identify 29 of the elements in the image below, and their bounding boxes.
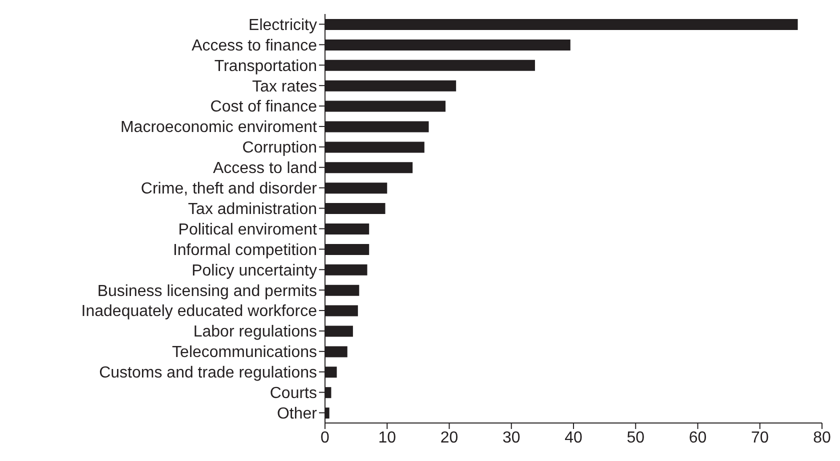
y-tick-label: Telecommunications [172, 344, 317, 362]
x-tick-label: 20 [440, 429, 458, 446]
y-tick-label: Cost of finance [210, 98, 318, 116]
y-tick-label: Electricity [248, 16, 317, 34]
y-tick-label: Inadequately educated workforce [81, 303, 318, 320]
y-tick-label: Macroeconomic enviroment [120, 119, 318, 136]
y-tick-label: Policy uncertainty [192, 262, 317, 280]
y-tick-label: Corruption [242, 140, 317, 157]
y-tick-label: Courts [270, 385, 317, 402]
y-tick-label: Tax rates [252, 78, 317, 96]
y-tick-label: Access to finance [192, 37, 318, 54]
x-tick-label: 70 [750, 429, 769, 446]
y-tick-label: Other [276, 405, 318, 422]
y-tick-label: Labor regulations [193, 324, 317, 341]
y-tick-label: Customs and trade regulations [99, 364, 317, 382]
x-tick-label: 50 [626, 429, 645, 446]
y-tick-label: Crime, theft and disorder [140, 180, 318, 198]
y-tick-label: Political enviroment [178, 221, 318, 238]
y-tick-label: Informal competition [172, 242, 317, 259]
x-tick-label: 80 [813, 429, 831, 446]
y-tick-label: Transportation [214, 58, 317, 75]
x-tick-label: 40 [564, 429, 582, 446]
y-tick-label: Business licensing and permits [97, 282, 317, 300]
x-tick-label: 0 [320, 429, 330, 446]
x-tick-label: 30 [502, 429, 520, 446]
y-tick-label: Tax administration [188, 200, 317, 218]
y-tick-label: Access to land [212, 160, 317, 178]
x-tick-label: 10 [378, 429, 396, 446]
x-tick-label: 60 [688, 429, 707, 446]
